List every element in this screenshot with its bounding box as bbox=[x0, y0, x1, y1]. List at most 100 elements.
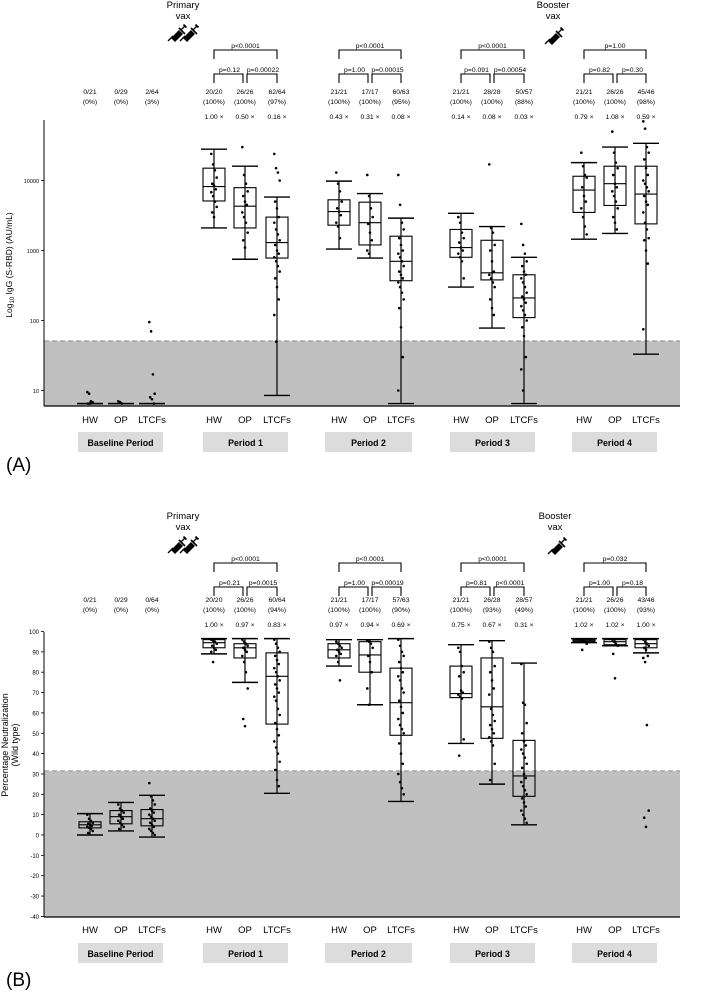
data-point bbox=[488, 778, 492, 782]
fold-change: 1.00 × bbox=[204, 622, 223, 629]
data-point bbox=[524, 776, 528, 780]
data-point bbox=[461, 691, 465, 694]
box-op-period-4 bbox=[602, 637, 628, 680]
data-point bbox=[118, 807, 122, 810]
data-point bbox=[520, 277, 523, 280]
data-point bbox=[520, 731, 524, 735]
y-tick-label: 90 bbox=[32, 650, 39, 656]
data-point bbox=[491, 231, 495, 234]
data-point bbox=[215, 642, 218, 646]
bracket-hw-op bbox=[583, 586, 614, 596]
y-tick-label: 20 bbox=[32, 793, 39, 799]
data-point bbox=[647, 190, 650, 193]
data-point bbox=[398, 285, 402, 289]
data-point bbox=[611, 215, 615, 219]
data-point bbox=[612, 194, 616, 198]
data-point bbox=[86, 390, 89, 394]
data-point bbox=[86, 402, 90, 405]
x-group-label: OP bbox=[485, 415, 499, 426]
data-point bbox=[488, 693, 491, 696]
data-point bbox=[148, 813, 151, 816]
data-point bbox=[275, 687, 279, 690]
data-point bbox=[647, 236, 650, 240]
data-point bbox=[340, 646, 344, 650]
data-point bbox=[211, 194, 215, 198]
data-point bbox=[89, 819, 93, 823]
data-point bbox=[273, 721, 277, 725]
data-point bbox=[151, 799, 155, 802]
syringe-icon bbox=[179, 535, 200, 555]
data-point bbox=[242, 640, 246, 643]
data-point bbox=[490, 727, 494, 731]
positive-percent: (100%) bbox=[359, 607, 381, 614]
data-point bbox=[278, 760, 282, 764]
data-point bbox=[337, 210, 341, 213]
data-point bbox=[212, 184, 216, 187]
data-point bbox=[400, 786, 404, 790]
y-tick-label: 10 bbox=[33, 389, 39, 395]
data-point bbox=[525, 793, 528, 796]
box-hw-baseline bbox=[77, 390, 103, 405]
data-point bbox=[336, 642, 340, 646]
bracket-hw-op bbox=[460, 73, 491, 83]
iqr-box bbox=[603, 165, 627, 207]
positive-count: 17/17 bbox=[361, 597, 378, 604]
box-op-baseline bbox=[108, 801, 134, 832]
data-point bbox=[367, 703, 371, 707]
data-point bbox=[369, 207, 373, 210]
positive-percent: (88%) bbox=[515, 99, 533, 106]
x-group-label: OP bbox=[114, 415, 128, 426]
box-hw-period-3 bbox=[448, 212, 474, 288]
box-ltcfs-period-4 bbox=[633, 120, 659, 355]
data-point bbox=[339, 652, 343, 656]
positive-percent: (0%) bbox=[114, 607, 128, 614]
data-point bbox=[459, 689, 463, 692]
data-point bbox=[340, 200, 344, 203]
p-value-hw-op: p=1.00 bbox=[344, 580, 365, 587]
data-point bbox=[210, 152, 213, 156]
data-point bbox=[521, 281, 525, 284]
positive-count: 43/46 bbox=[637, 597, 654, 604]
data-point bbox=[273, 200, 277, 203]
iqr-box bbox=[265, 652, 289, 725]
primary-vax-annotation-b: Primary vax bbox=[167, 511, 200, 555]
data-point bbox=[122, 811, 125, 814]
positive-count: 62/64 bbox=[268, 89, 285, 96]
data-point bbox=[492, 687, 496, 690]
data-point bbox=[273, 277, 277, 280]
data-point bbox=[523, 817, 527, 821]
bracket-hw-op bbox=[460, 586, 491, 596]
p-value-op-ltcfs: p=0.00022 bbox=[247, 67, 280, 74]
positive-percent: (49%) bbox=[515, 607, 533, 614]
data-point bbox=[215, 205, 218, 209]
bracket-overall bbox=[583, 562, 647, 572]
data-point bbox=[585, 642, 588, 646]
positive-percent: (94%) bbox=[268, 607, 286, 614]
x-group-label: OP bbox=[608, 925, 622, 936]
data-point bbox=[642, 238, 646, 242]
data-point bbox=[149, 330, 153, 333]
p-value-overall: p<0.0001 bbox=[356, 43, 385, 50]
iqr-box bbox=[389, 235, 413, 282]
data-point bbox=[492, 313, 496, 317]
period-label: Baseline Period bbox=[87, 438, 153, 448]
data-point bbox=[241, 654, 244, 658]
box-hw-period-1 bbox=[201, 637, 227, 664]
data-point bbox=[397, 306, 401, 310]
data-point bbox=[371, 646, 375, 650]
positive-percent: (0%) bbox=[114, 99, 128, 106]
positive-percent: (100%) bbox=[328, 607, 350, 614]
data-point bbox=[582, 194, 586, 198]
data-point bbox=[246, 687, 249, 690]
data-point bbox=[580, 151, 583, 154]
below-threshold-shade bbox=[44, 341, 680, 406]
data-point bbox=[611, 130, 614, 133]
data-point bbox=[242, 215, 246, 219]
data-point bbox=[400, 221, 404, 224]
positive-count: 21/21 bbox=[575, 597, 592, 604]
primary-vax-annotation-a: Primary vax bbox=[167, 0, 200, 43]
data-point bbox=[491, 650, 495, 654]
box-op-period-1 bbox=[232, 145, 258, 260]
y-tick-label: 10000 bbox=[24, 179, 39, 185]
